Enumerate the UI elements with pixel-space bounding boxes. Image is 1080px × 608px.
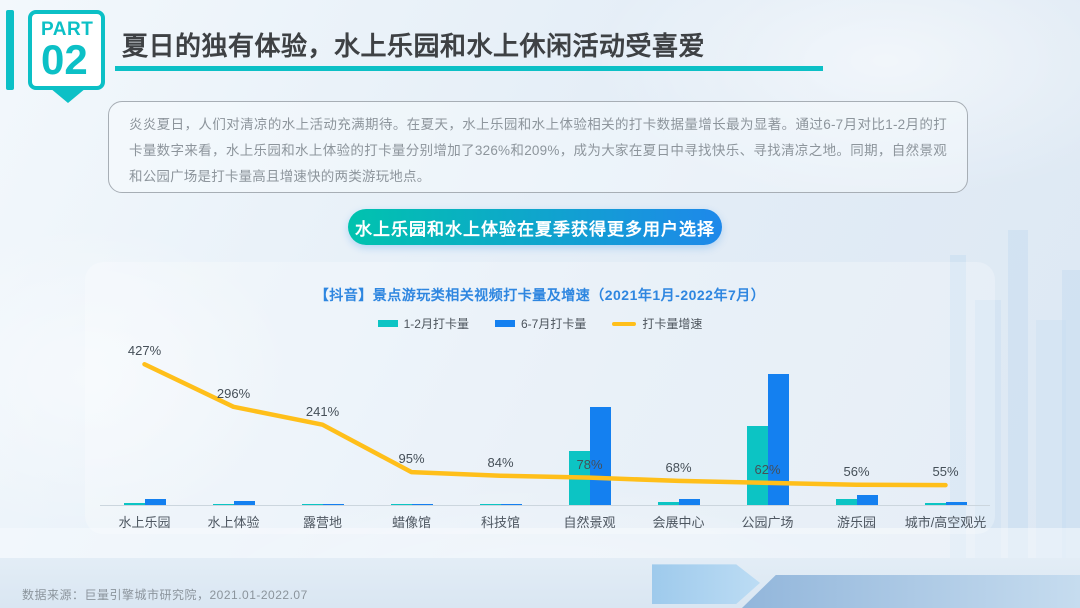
- skyline-building: [975, 300, 1001, 558]
- growth-label: 78%: [576, 456, 603, 472]
- legend-item-growth: 打卡量增速: [612, 315, 702, 332]
- bar-jan-feb: [124, 503, 145, 505]
- bar-jun-jul: [946, 502, 967, 505]
- growth-label: 55%: [932, 464, 959, 480]
- bar-jun-jul: [857, 495, 878, 505]
- bar-jan-feb: [836, 499, 857, 505]
- skyline-building: [1062, 270, 1080, 558]
- category-label: 水上体验: [207, 515, 260, 530]
- edge-accent-strip: [6, 10, 14, 90]
- skyline-building: [950, 255, 966, 558]
- blue-band-shape: [742, 575, 1080, 608]
- growth-label: 68%: [665, 459, 692, 475]
- bar-jun-jul: [679, 499, 700, 505]
- ribbon-shape: [652, 564, 760, 604]
- bar-jan-feb: [213, 504, 234, 505]
- bar-group-9: 56% 游乐园: [812, 338, 901, 548]
- bar-group-6: 78% 自然景观: [545, 338, 634, 548]
- x-axis-line: [100, 505, 990, 506]
- legend-item-jan-feb: 1-2月打卡量: [377, 315, 469, 332]
- chart-legend: 1-2月打卡量 6-7月打卡量 打卡量增速: [0, 315, 1080, 332]
- bar-group-7: 68% 会展中心: [634, 338, 723, 548]
- category-label: 公园广场: [741, 515, 794, 530]
- bar-group-1: 427% 水上乐园: [100, 338, 189, 548]
- page-title: 夏日的独有体验，水上乐园和水上休闲活动受喜爱: [122, 31, 706, 61]
- growth-label: 296%: [216, 385, 251, 401]
- chart-plot: 427% 水上乐园 296% 水上体验 241% 露营地 95% 蜡像馆 84% 科技馆 78% 自然…: [100, 338, 990, 548]
- part-badge: PART 02: [28, 10, 105, 90]
- intro-text-box: 炎炎夏日，人们对清凉的水上活动充满期待。在夏天，水上乐园和水上体验相关的打卡数据…: [108, 101, 968, 193]
- intro-text: 炎炎夏日，人们对清凉的水上活动充满期待。在夏天，水上乐园和水上体验相关的打卡数据…: [129, 117, 947, 184]
- legend-label: 打卡量增速: [642, 317, 703, 331]
- category-label: 科技馆: [480, 515, 520, 530]
- bar-group-4: 95% 蜡像馆: [367, 338, 456, 548]
- legend-swatch-line: [612, 321, 637, 326]
- bar-jan-feb: [925, 503, 946, 505]
- legend-item-jun-jul: 6-7月打卡量: [494, 315, 587, 332]
- bar-jan-feb: [658, 502, 679, 505]
- bar-jun-jul: [412, 503, 433, 505]
- bar-group-10: 55% 城市/高空观光: [901, 338, 990, 548]
- bar-jun-jul: [501, 503, 522, 505]
- growth-label: 95%: [398, 451, 425, 467]
- bar-jun-jul: [145, 499, 166, 505]
- data-source: 数据来源：巨量引擎城市研究院，2021.01-2022.07: [22, 588, 308, 602]
- category-label: 水上乐园: [118, 515, 171, 530]
- bar-group-2: 296% 水上体验: [189, 338, 278, 548]
- bar-jan-feb: [480, 504, 501, 505]
- legend-swatch-blue: [494, 320, 515, 327]
- category-label: 城市/高空观光: [904, 515, 987, 530]
- legend-swatch-teal: [377, 320, 398, 327]
- legend-label: 6-7月打卡量: [520, 317, 587, 331]
- growth-label: 241%: [305, 403, 340, 419]
- bar-jan-feb: [391, 504, 412, 505]
- category-label: 自然景观: [563, 515, 616, 530]
- legend-label: 1-2月打卡量: [403, 317, 469, 331]
- chart-title: 【抖音】景点游玩类相关视频打卡量及增速（2021年1月-2022年7月）: [314, 287, 766, 303]
- category-label: 游乐园: [836, 515, 876, 530]
- category-label: 会展中心: [652, 515, 705, 530]
- part-badge-word: PART: [41, 19, 94, 41]
- skyline-building: [1036, 320, 1066, 558]
- growth-label: 56%: [843, 463, 870, 479]
- category-label: 蜡像馆: [391, 515, 431, 530]
- part-badge-pointer: [50, 88, 86, 103]
- highlight-pill: 水上乐园和水上体验在夏季获得更多用户选择: [348, 209, 722, 245]
- growth-label: 62%: [754, 461, 781, 477]
- background-band-light: [0, 528, 1080, 558]
- skyline-building: [1008, 230, 1028, 558]
- bar-jun-jul: [768, 374, 789, 505]
- title-underline: [115, 66, 823, 71]
- bar-jan-feb: [302, 504, 323, 505]
- bar-group-3: 241% 露营地: [278, 338, 367, 548]
- bar-group-8: 62% 公园广场: [723, 338, 812, 548]
- part-badge-number: 02: [41, 36, 88, 84]
- category-label: 露营地: [302, 515, 342, 530]
- bar-jun-jul: [234, 501, 255, 505]
- bar-group-5: 84% 科技馆: [456, 338, 545, 548]
- bar-jun-jul: [323, 503, 344, 505]
- growth-label: 427%: [127, 343, 162, 359]
- growth-label: 84%: [487, 454, 514, 470]
